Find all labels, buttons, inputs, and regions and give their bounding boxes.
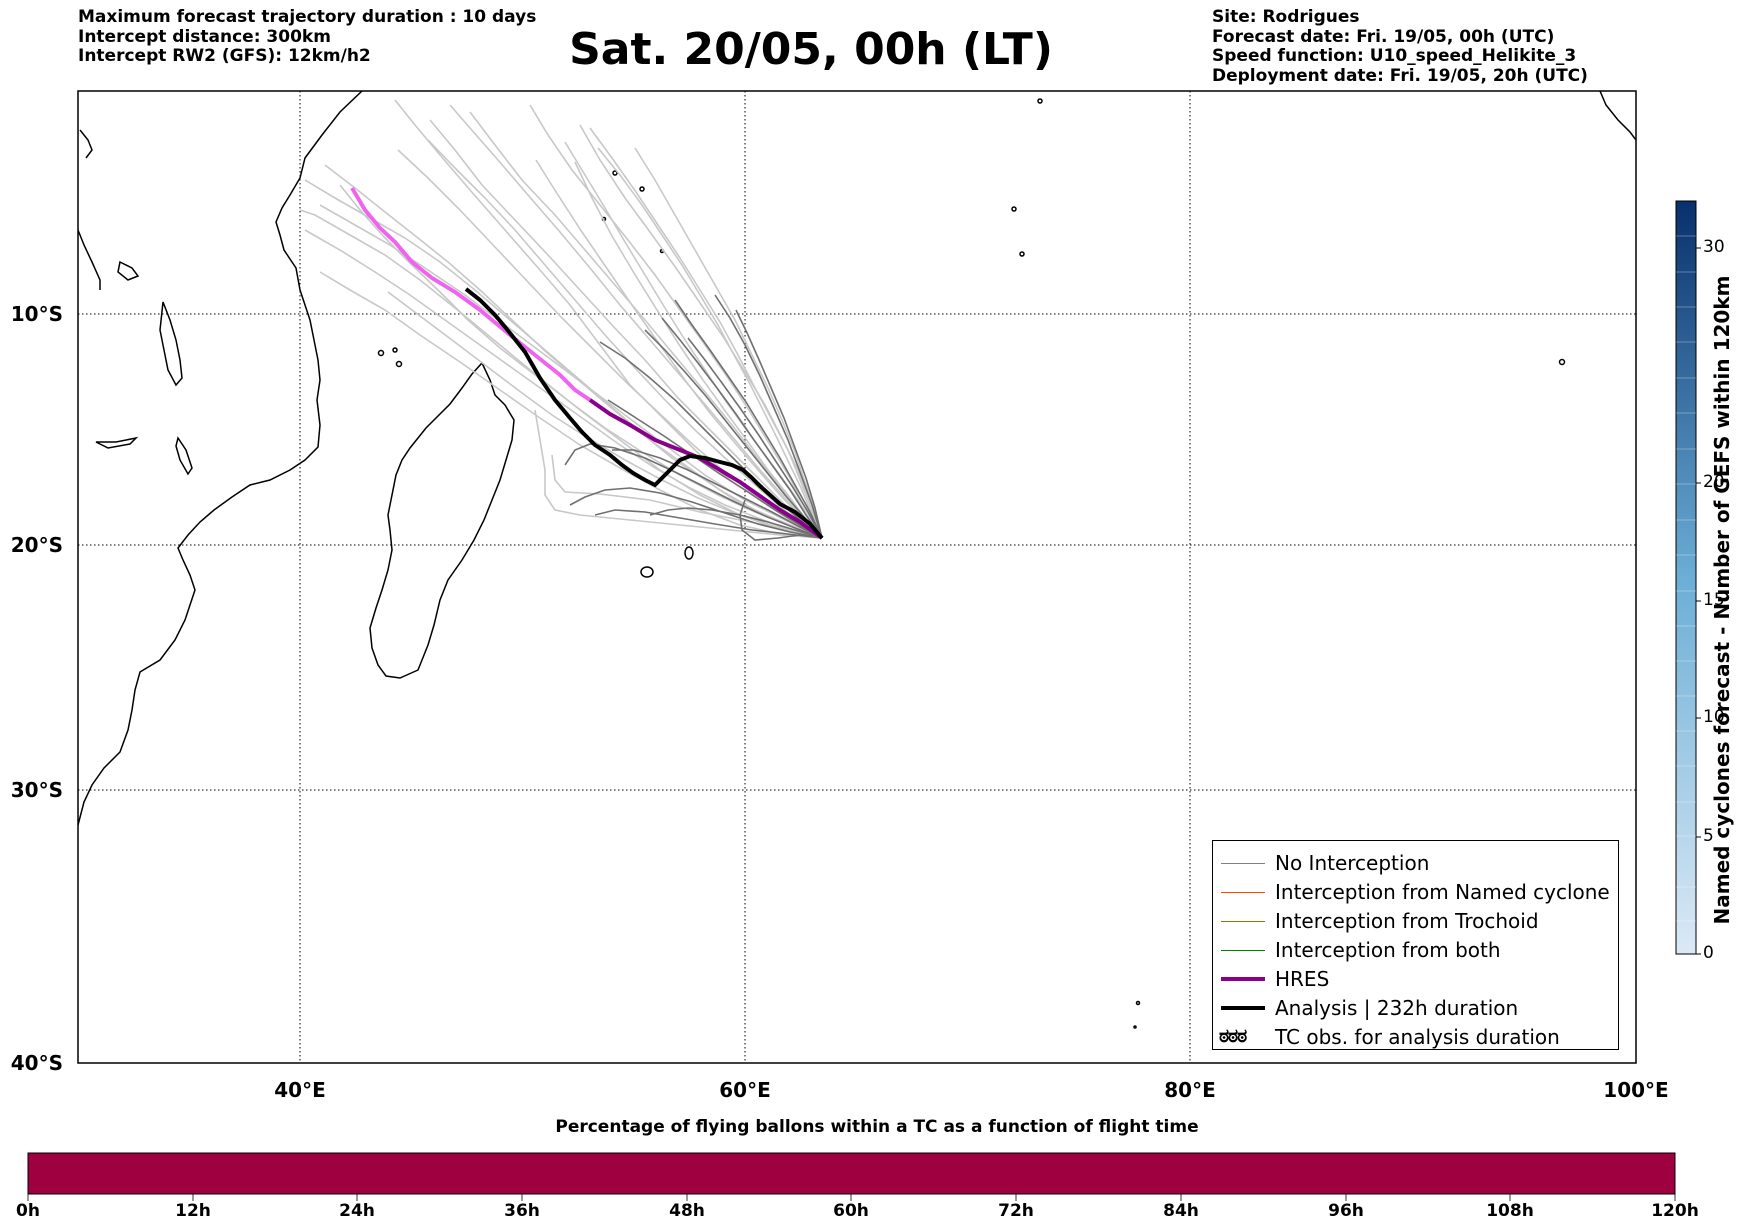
bottom-colorbar [27,1152,1676,1201]
legend-item-trochoid: Interception from Trochoid [1213,907,1618,936]
hres-trajectory-early [350,186,592,402]
time-tick-96h: 96h [1328,1201,1364,1221]
cbar-tick-5: 5 [1703,826,1714,846]
cyclone-symbol-icon: ಠಠಠ [1219,1025,1247,1047]
legend-item-hres: HRES [1213,965,1618,994]
lat-label-10s: 10°S [11,302,63,326]
legend-item-no-interception: No Interception [1213,849,1618,878]
time-tick-120h: 120h [1651,1201,1699,1221]
cbar-tick-0: 0 [1703,943,1714,963]
colorbar-bottom-title: Percentage of flying ballons within a TC… [555,1117,1199,1137]
legend-swatch-purple [1221,977,1265,981]
header-forecast-date: Forecast date: Fri. 19/05, 00h (UTC) [1212,26,1555,47]
header-speed-function: Speed function: U10_speed_Helikite_3 [1212,46,1577,66]
header-intercept-distance: Intercept distance: 300km [78,26,331,47]
lon-label-80e: 80°E [1164,1078,1216,1102]
cbar-tick-20: 20 [1703,472,1725,492]
legend-label: HRES [1275,967,1330,991]
hres-trajectory [588,398,824,540]
legend-swatch-green [1221,950,1265,951]
cbar-tick-15: 15 [1703,590,1725,610]
time-tick-84h: 84h [1163,1201,1199,1221]
lat-label-40s: 40°S [11,1051,63,1075]
cbar-tick-30: 30 [1703,237,1725,257]
legend-label: Interception from Trochoid [1275,909,1539,933]
header-intercept-rw2: Intercept RW2 (GFS): 12km/h2 [78,46,371,66]
legend-label: No Interception [1275,851,1430,875]
time-tick-24h: 24h [339,1201,375,1221]
time-tick-108h: 108h [1486,1201,1534,1221]
cbar-tick-10: 10 [1703,707,1725,727]
legend-swatch-orange [1221,892,1265,893]
header-duration: Maximum forecast trajectory duration : 1… [78,7,537,27]
legend-label: Analysis | 232h duration [1275,996,1519,1020]
time-tick-60h: 60h [833,1201,869,1221]
africa-coast [78,91,363,826]
lat-label-20s: 20°S [11,533,63,557]
lon-label-40e: 40°E [274,1078,326,1102]
ensemble-trajectories-dark [564,294,823,541]
legend-item-named-cyclone: Interception from Named cyclone [1213,878,1618,907]
time-tick-12h: 12h [175,1201,211,1221]
madagascar-coast [369,361,515,679]
reunion-island [640,566,654,578]
plot-title: Sat. 20/05, 00h (LT) [569,24,1053,75]
legend-item-both: Interception from both [1213,936,1618,965]
legend-swatch-gray [1221,863,1265,864]
legend-item-tc-obs: ಠಠಠ TC obs. for analysis duration [1213,1023,1618,1052]
header-site: Site: Rodrigues [1212,7,1360,27]
time-tick-0h: 0h [16,1201,40,1221]
legend-label: TC obs. for analysis duration [1275,1025,1560,1049]
legend-label: Interception from Named cyclone [1275,880,1610,904]
header-info-right: Site: Rodrigues Forecast date: Fri. 19/0… [1212,7,1588,86]
time-tick-36h: 36h [504,1201,540,1221]
vertical-colorbar [1675,200,1701,955]
legend-swatch-olive [1221,921,1265,922]
analysis-trajectory [464,287,824,540]
coastlines [78,91,1636,1029]
legend-item-analysis: Analysis | 232h duration [1213,994,1618,1023]
map-frame [77,90,1637,1064]
colorbar-vertical-label: Named cyclones forecast - Number of GEFS… [1710,275,1734,925]
header-info-left: Maximum forecast trajectory duration : 1… [78,7,537,67]
legend-swatch-black [1221,1006,1265,1010]
mauritius-island [684,546,694,560]
header-deployment-date: Deployment date: Fri. 19/05, 20h (UTC) [1212,65,1588,86]
lon-label-60e: 60°E [719,1078,771,1102]
time-tick-48h: 48h [669,1201,705,1221]
time-tick-72h: 72h [998,1201,1034,1221]
lat-label-30s: 30°S [11,778,63,802]
plot-title-container: Sat. 20/05, 00h (LT) [0,24,1754,76]
legend-label: Interception from both [1275,938,1501,962]
legend: No Interception Interception from Named … [1212,840,1619,1050]
lon-label-100e: 100°E [1603,1078,1668,1102]
